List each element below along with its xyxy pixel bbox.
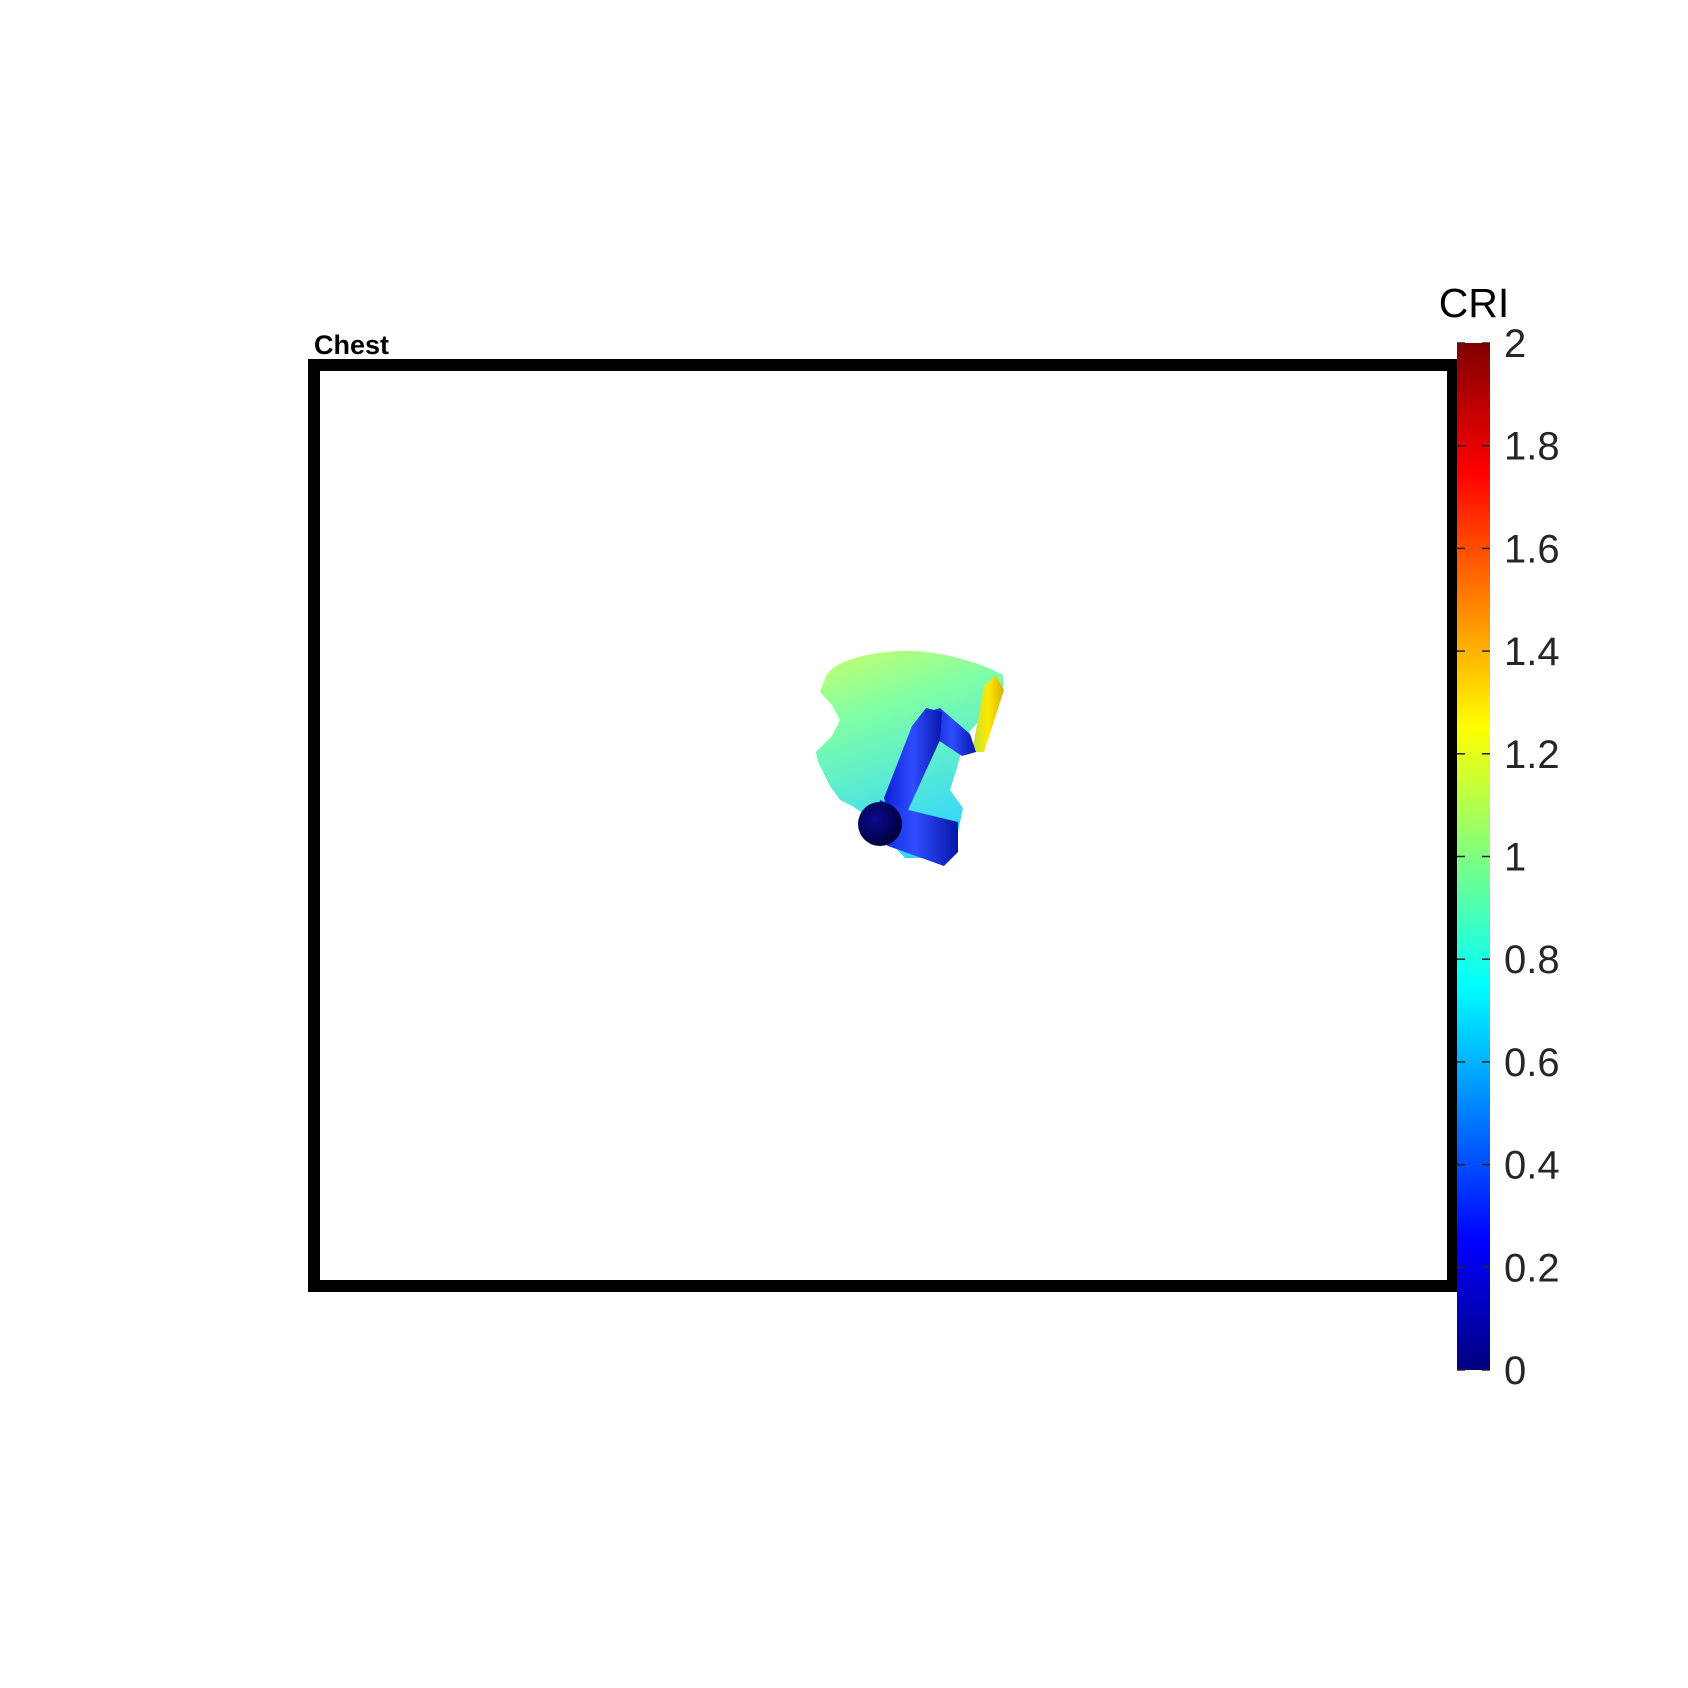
shoulder-joint [858, 802, 902, 846]
colorbar-tick-label: 1.6 [1504, 527, 1560, 571]
colorbar-title: CRI [1439, 280, 1510, 326]
colorbar-tick-label: 1.8 [1504, 425, 1560, 469]
colorbar-tick-label: 1.4 [1504, 630, 1560, 674]
colorbar-tick-label: 2 [1504, 322, 1526, 366]
colorbar-tick-label: 0.8 [1504, 938, 1560, 982]
upper-arm [884, 708, 942, 812]
axes-frame [308, 359, 1459, 1292]
axes-title: Chest [314, 330, 389, 360]
colorbar-tick-label: 1.2 [1504, 733, 1560, 777]
colorbar-tick-label: 0.6 [1504, 1041, 1560, 1085]
arm-model [858, 676, 1004, 866]
colorbar-tick-label: 0 [1504, 1349, 1526, 1393]
colorbar-tick-label: 0.2 [1504, 1246, 1560, 1290]
colorbar: 0 0.2 0.4 0.6 0.8 1 1.2 1.4 1.6 1.8 2 CRI [1439, 280, 1560, 1393]
colorbar-ticks: 0 0.2 0.4 0.6 0.8 1 1.2 1.4 1.6 1.8 2 [1457, 322, 1560, 1393]
colorbar-tick-label: 0.4 [1504, 1144, 1560, 1188]
colorbar-tick-label: 1 [1504, 836, 1526, 880]
hand-segment [972, 676, 1004, 752]
